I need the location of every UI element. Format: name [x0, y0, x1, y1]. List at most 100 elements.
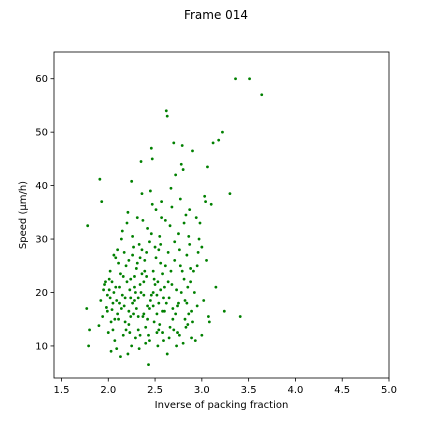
data-point-149: [118, 301, 121, 305]
data-point-231: [148, 240, 151, 244]
data-point-223: [115, 299, 119, 302]
data-point-106: [194, 216, 198, 220]
data-point-105: [192, 291, 196, 294]
data-point-64: [153, 245, 157, 249]
data-point-159: [164, 301, 168, 305]
data-point-156: [151, 304, 155, 308]
data-point-141: [167, 336, 171, 340]
data-point-197: [168, 224, 172, 228]
data-point-211: [141, 218, 145, 222]
data-point-238: [131, 301, 135, 305]
data-point-153: [136, 296, 140, 300]
data-point-136: [144, 325, 148, 329]
data-point-174: [152, 277, 156, 281]
data-point-129: [111, 328, 115, 332]
data-point-109: [198, 221, 202, 225]
data-point-91: [178, 264, 182, 268]
data-point-11: [101, 315, 105, 318]
data-point-27: [119, 272, 122, 276]
data-point-192: [193, 339, 197, 342]
data-point-118: [209, 202, 213, 206]
data-point-122: [221, 130, 224, 134]
data-point-179: [176, 331, 179, 334]
data-point-164: [189, 280, 193, 284]
data-point-48: [138, 283, 142, 286]
data-point-125: [234, 77, 237, 81]
data-point-160: [170, 283, 174, 286]
data-point-53: [143, 259, 147, 262]
data-point-137: [148, 299, 152, 302]
data-point-140: [163, 309, 166, 313]
data-point-23: [115, 347, 119, 351]
data-point-198: [177, 248, 181, 252]
data-point-56: [146, 226, 149, 230]
data-point-117: [207, 320, 211, 324]
data-point-97: [184, 213, 188, 217]
data-point-128: [260, 93, 264, 97]
data-point-19: [111, 301, 115, 305]
data-point-43: [134, 336, 137, 340]
data-point-50: [140, 192, 144, 196]
points-layer: [85, 77, 264, 367]
data-point-75: [163, 218, 167, 222]
data-point-30: [121, 333, 125, 337]
y-axis-label: Speed (μm/h): [18, 181, 29, 249]
data-point-17: [109, 320, 113, 324]
data-point-107: [195, 264, 199, 268]
data-point-139: [158, 323, 162, 326]
data-point-45: [135, 216, 139, 220]
data-point-144: [181, 341, 185, 345]
data-point-175: [157, 328, 161, 332]
data-point-73: [162, 339, 165, 342]
data-point-216: [188, 208, 192, 212]
data-point-79: [167, 296, 171, 300]
data-point-152: [133, 275, 136, 278]
data-point-166: [114, 285, 118, 289]
data-point-87: [175, 288, 178, 292]
data-point-184: [119, 355, 122, 359]
data-point-188: [156, 344, 160, 348]
y-tick-label: 10: [35, 341, 48, 352]
data-point-161: [174, 312, 178, 316]
data-point-187: [147, 333, 150, 337]
data-point-65: [154, 208, 158, 212]
data-point-16: [108, 269, 112, 273]
data-point-54: [144, 341, 148, 345]
data-point-157: [155, 293, 159, 297]
data-point-51: [141, 315, 145, 318]
data-point-9: [103, 283, 106, 286]
data-point-47: [137, 242, 141, 246]
data-point-26: [118, 285, 121, 289]
data-point-96: [183, 299, 187, 302]
data-point-113: [204, 200, 207, 204]
data-point-193: [131, 234, 135, 238]
data-point-212: [150, 202, 154, 206]
data-point-29: [120, 229, 124, 233]
data-point-6: [97, 324, 101, 328]
data-point-108: [197, 237, 201, 241]
data-point-25: [117, 317, 120, 321]
data-point-20: [112, 291, 116, 294]
data-point-215: [178, 197, 182, 201]
data-point-182: [190, 309, 193, 313]
data-point-232: [146, 304, 149, 308]
data-point-95: [182, 277, 186, 281]
data-point-13: [105, 293, 109, 297]
data-point-92: [179, 162, 183, 166]
data-point-86: [174, 173, 178, 177]
data-point-155: [146, 317, 149, 321]
data-point-145: [186, 285, 190, 289]
data-point-240: [127, 309, 131, 313]
data-point-60: [149, 146, 153, 150]
data-point-199: [187, 234, 191, 238]
plot-frame: [53, 51, 390, 379]
data-point-154: [142, 280, 146, 284]
data-point-180: [180, 269, 184, 273]
data-point-99: [186, 323, 190, 326]
data-point-191: [184, 325, 188, 329]
data-point-214: [169, 186, 173, 190]
data-point-203: [145, 251, 149, 254]
data-point-220: [107, 288, 111, 292]
data-point-133: [130, 344, 134, 348]
data-point-12: [105, 306, 108, 309]
